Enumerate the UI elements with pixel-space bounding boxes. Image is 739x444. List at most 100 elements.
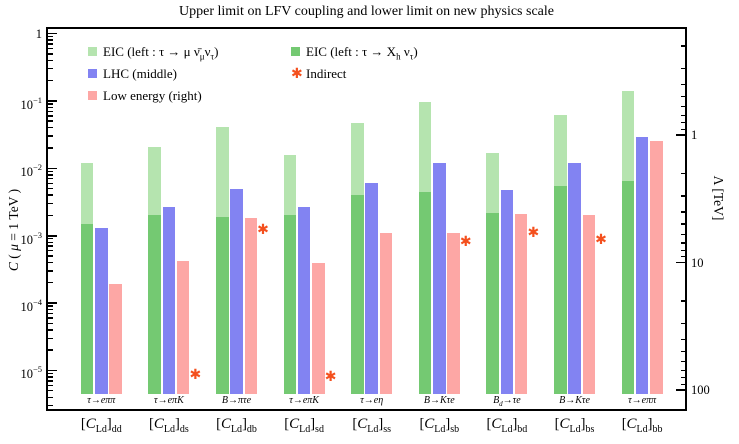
category-label-3: [CLd]sd [284,416,324,435]
left-axis-tick-label: 10−1 [20,94,42,113]
bar-left-overlay-dark-4 [351,195,364,394]
left-axis-tick [48,32,57,35]
legend-marker-2 [88,91,97,100]
left-axis-tick [48,282,53,284]
category-label-4: [CLd]ss [352,416,391,435]
right-axis-tick [680,233,685,235]
left-axis-tick [48,135,53,137]
bar-right-4 [379,232,393,394]
decay-mode-label-1: τ→eπK [154,395,184,406]
decay-mode-label-2: B→πτe [221,395,252,406]
left-axis-tick [48,43,53,45]
right-axis-tick [680,300,685,302]
left-axis-tick [48,308,53,311]
left-axis-tick [48,170,53,173]
right-axis-tick [680,322,685,325]
bar-middle-8 [635,137,649,394]
left-axis-tick [48,167,57,170]
right-axis-tick [680,383,685,385]
left-axis-tick [48,245,53,247]
left-axis-tick [48,178,53,180]
right-axis-tick [680,172,685,175]
left-axis-tick [48,329,53,331]
bar-right-3 [312,263,325,394]
decay-mode-label-4: τ→eη [360,395,384,406]
left-axis-tick [48,127,53,129]
left-axis-tick [48,194,53,196]
left-axis-tick [48,182,53,184]
right-axis-tick [680,122,685,124]
bar-right-0 [109,284,122,394]
right-axis-tick [676,389,685,391]
legend-marker-3 [291,47,300,56]
left-axis-tick [48,255,53,257]
bar-right-6 [514,213,528,394]
left-axis-tick [48,238,53,240]
left-axis-tick [48,115,53,117]
left-axis-tick [48,384,53,387]
right-axis-tick [680,249,685,251]
right-axis-tick [680,195,685,197]
bar-left-overlay-dark-5 [418,192,432,394]
right-axis-tick [680,128,685,130]
left-axis-tick [48,404,53,407]
bar-left-overlay-dark-6 [486,212,499,394]
legend-label-4: Indirect [306,66,347,81]
decay-mode-label-5: B→Kτe [423,395,455,406]
legend-label-1: LHC (middle) [103,66,178,81]
legend-label-2: Low energy (right) [103,88,202,103]
category-label-6: [CLd]bd [486,416,528,435]
legend-label-3: EIC (left : τ → Xh ντ) [306,44,418,62]
category-label-8: [CLd]bb [621,416,663,435]
bar-right-8 [650,141,663,394]
left-axis-tick [48,100,57,102]
bar-left-overlay-dark-8 [621,180,635,394]
right-axis-tick [680,350,685,353]
bar-right-2 [244,218,257,394]
left-axis-tick [48,261,53,264]
decay-mode-label-3: τ→eπK [289,395,319,406]
left-axis-tick [48,372,53,375]
chart-title: Upper limit on LFV coupling and lower li… [179,4,554,19]
right-axis-tick [680,223,685,225]
left-axis-tick [48,390,53,392]
left-axis-tick [48,396,53,398]
plot-frame [46,27,687,411]
category-label-0: [CLd]dd [80,416,122,435]
right-axis-tick-label: 1 [691,128,698,143]
right-axis-tick-label: 10 [691,255,704,270]
bar-middle-1 [162,206,176,394]
category-label-5: [CLd]sb [419,416,460,435]
bar-middle-2 [230,189,243,394]
legend-marker-1 [88,69,97,78]
right-axis-tick [680,95,685,98]
left-axis-tick [48,120,53,122]
left-axis-tick [48,349,53,351]
left-axis-tick-label: 10−5 [20,364,42,382]
left-axis-tick [48,302,57,304]
left-axis-tick [48,376,53,378]
bar-right-7 [582,215,595,394]
right-axis-tick [676,261,685,264]
left-axis-tick [48,214,53,217]
left-axis-tick [48,39,53,41]
bar-middle-0 [95,227,108,394]
legend-marker-0 [88,47,97,56]
left-axis-tick [48,234,57,237]
left-axis-tick [48,35,53,38]
bar-middle-3 [297,206,311,394]
decay-mode-label-6: Bd→τe [493,395,521,408]
left-axis-tick [48,68,53,70]
right-axis-tick [680,376,685,379]
right-axis-tick [680,45,685,47]
left-axis-tick [48,337,53,339]
left-axis-tick [48,53,53,55]
left-axis-tick-label: 1 [35,26,42,41]
left-axis-tick [48,312,53,315]
bar-left-overlay-dark-1 [148,215,161,394]
right-axis-tick [680,114,685,116]
